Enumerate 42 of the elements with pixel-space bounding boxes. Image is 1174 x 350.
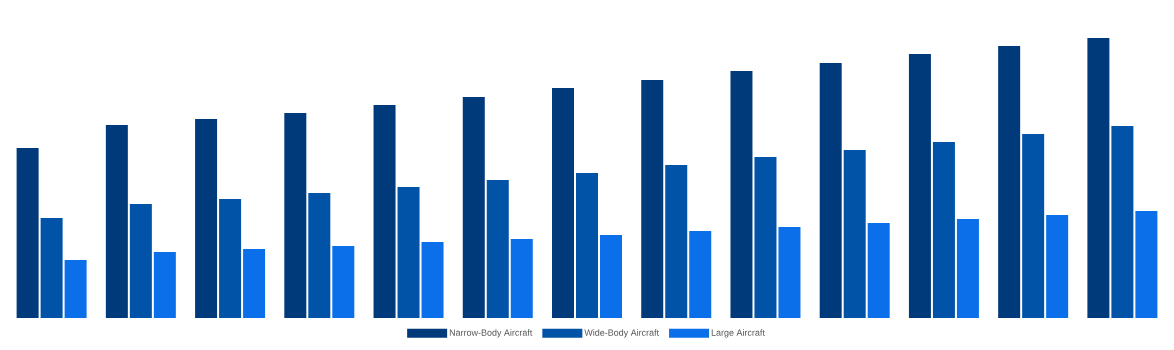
bar <box>195 118 218 318</box>
bar <box>1087 38 1110 318</box>
bar <box>421 242 444 318</box>
bar <box>1022 134 1045 318</box>
bar <box>1046 214 1069 318</box>
bar <box>819 62 842 318</box>
bar <box>243 249 266 318</box>
bar <box>730 71 753 318</box>
bar <box>956 218 979 318</box>
bar <box>932 141 955 318</box>
legend-label: Large Aircraft <box>711 329 765 338</box>
bar <box>64 260 87 318</box>
bar <box>462 97 485 318</box>
bar <box>510 239 533 318</box>
bar <box>219 199 242 318</box>
legend-label: Wide-Body Aircraft <box>584 329 659 338</box>
bar <box>754 157 777 318</box>
legend-label: Narrow-Body Aircraft <box>449 329 533 338</box>
bar <box>16 148 39 318</box>
bar <box>1135 211 1158 318</box>
bar <box>129 204 152 318</box>
bar <box>552 88 574 318</box>
bar <box>1111 125 1134 318</box>
bar <box>284 113 307 318</box>
bar <box>332 246 355 318</box>
bar <box>576 172 598 318</box>
bar <box>486 179 509 318</box>
bar <box>600 235 622 318</box>
bar <box>778 227 801 318</box>
bar <box>105 125 128 318</box>
bar <box>373 104 396 318</box>
bar <box>665 165 688 318</box>
bar <box>998 46 1021 318</box>
bar <box>641 80 664 318</box>
bar <box>867 223 890 318</box>
bar <box>40 218 63 318</box>
bar <box>397 186 420 318</box>
bar <box>689 230 712 318</box>
bar <box>153 251 176 318</box>
bar <box>843 150 866 318</box>
bar <box>908 53 931 318</box>
bar <box>308 193 331 318</box>
